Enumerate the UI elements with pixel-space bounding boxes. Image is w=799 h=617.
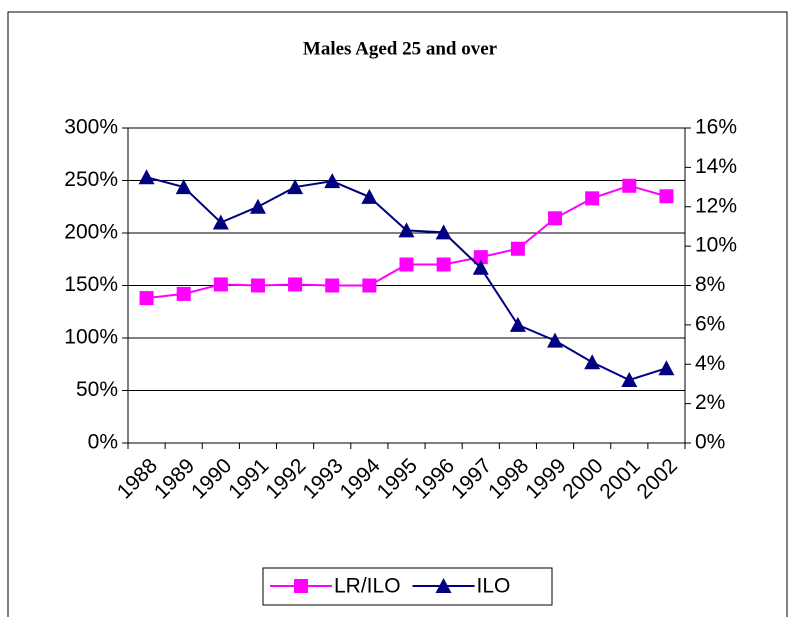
y2-tick-label: 6% (695, 312, 725, 335)
point (288, 277, 303, 292)
point (213, 277, 228, 292)
y2-tick-label: 8% (695, 273, 725, 296)
point (249, 198, 266, 214)
point (175, 179, 192, 195)
point (176, 286, 191, 301)
point (399, 257, 414, 272)
y2-tick-label: 16% (695, 116, 737, 139)
y2-tick-label: 12% (695, 194, 737, 217)
y-tick-label: 50% (76, 378, 118, 401)
y-tick-label: 200% (64, 221, 118, 244)
y2-tick-label: 14% (695, 155, 737, 178)
point (398, 222, 415, 238)
point (585, 191, 600, 206)
y-tick-label: 100% (64, 326, 118, 349)
point (362, 278, 377, 293)
point (361, 188, 378, 204)
point (325, 278, 340, 293)
point (510, 241, 525, 256)
point (324, 173, 341, 189)
legend-label: ILO (477, 575, 511, 598)
point (473, 250, 488, 265)
point (509, 316, 526, 332)
point (548, 211, 563, 226)
point (250, 278, 265, 293)
point (212, 214, 229, 230)
point (138, 169, 155, 185)
y2-tick-label: 0% (695, 431, 725, 454)
point (287, 179, 304, 195)
point (436, 257, 451, 272)
point (622, 178, 637, 193)
chart-frame (7, 11, 788, 617)
legend-label: LR/ILO (334, 575, 401, 598)
point (584, 354, 601, 370)
chart-title: Males Aged 25 and over (303, 38, 498, 59)
point (435, 578, 452, 593)
y-tick-label: 300% (64, 116, 118, 139)
y2-tick-label: 2% (695, 391, 725, 414)
y-tick-label: 150% (64, 273, 118, 296)
point (139, 291, 154, 306)
point (435, 224, 452, 240)
y2-tick-label: 10% (695, 234, 737, 257)
point (659, 189, 674, 204)
y-tick-label: 250% (64, 168, 118, 191)
point (658, 360, 675, 376)
point (621, 372, 638, 387)
y-tick-label: 0% (88, 431, 118, 454)
point (472, 259, 489, 275)
point (547, 332, 564, 348)
point (294, 579, 308, 593)
y2-tick-label: 4% (695, 352, 725, 375)
